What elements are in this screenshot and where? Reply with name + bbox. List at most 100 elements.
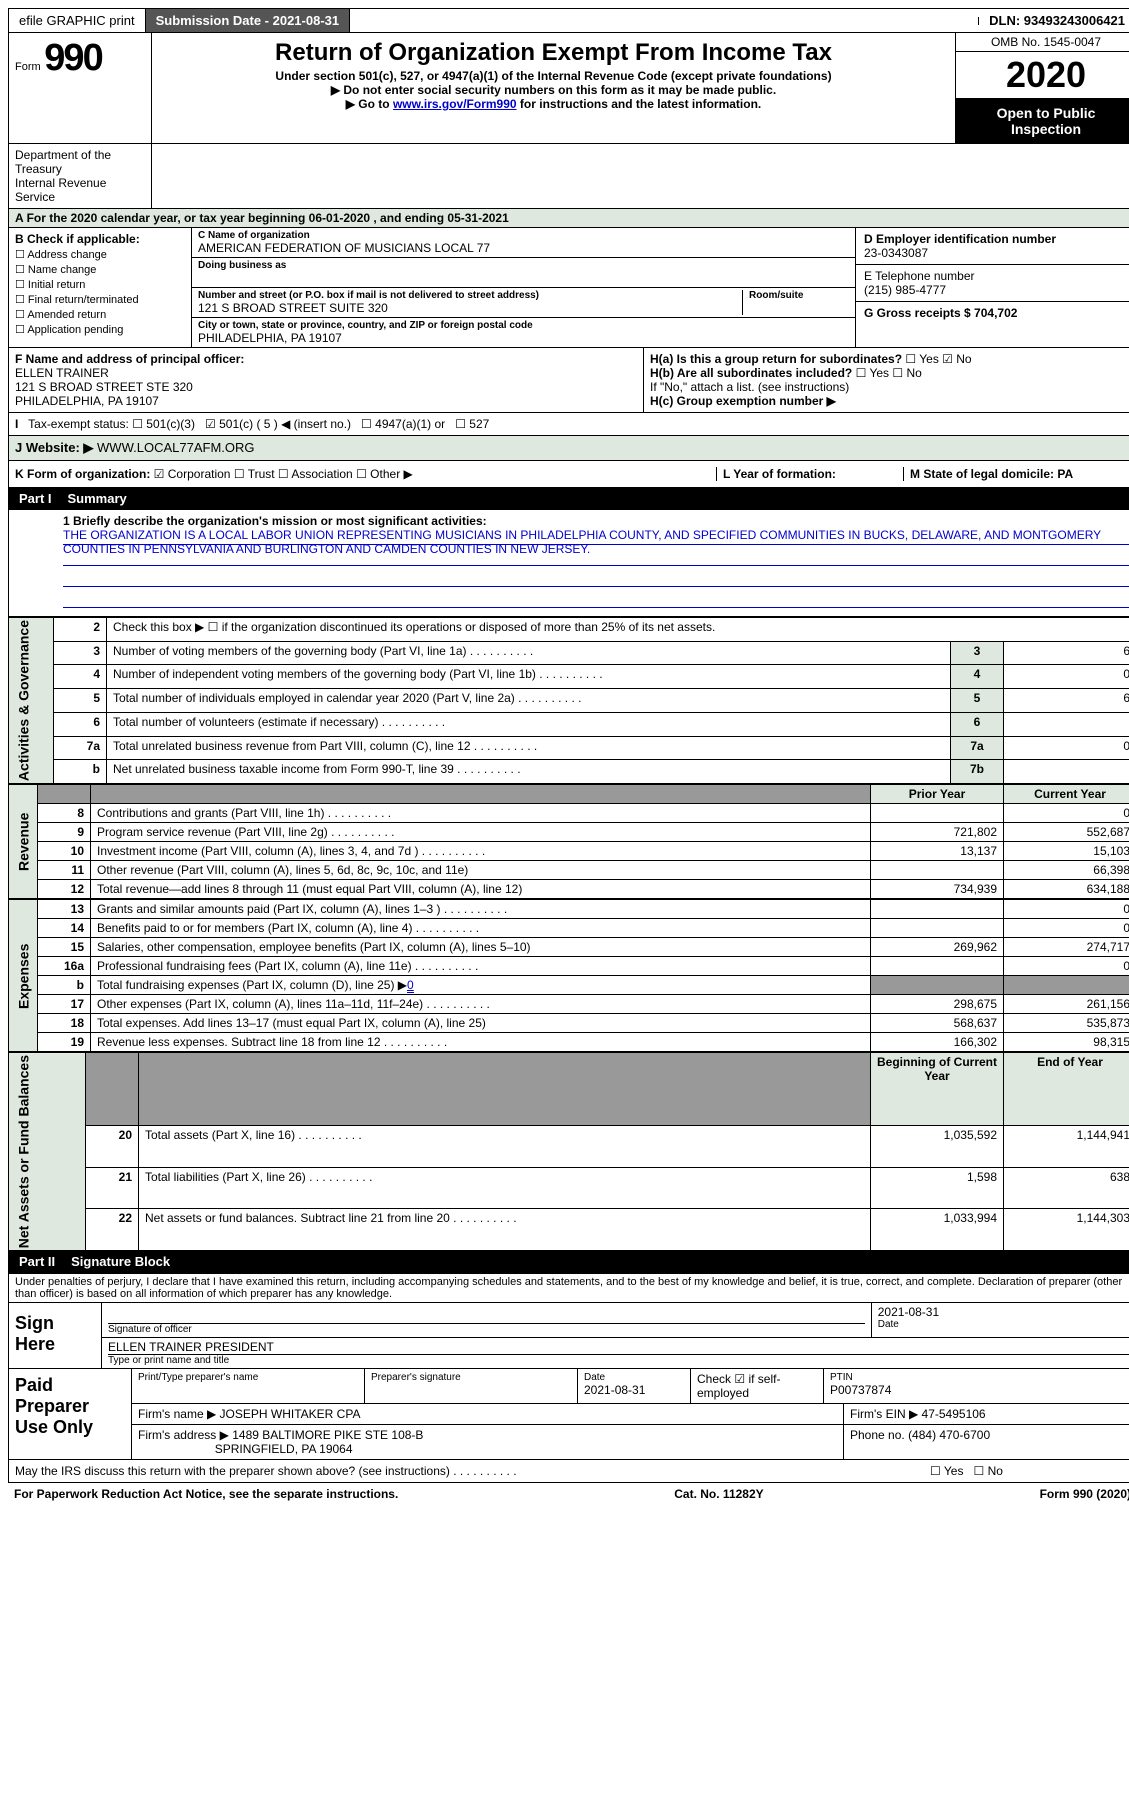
na-side: Net Assets or Fund Balances — [9, 1053, 86, 1251]
ha-no[interactable]: No — [942, 352, 971, 366]
chk-addr[interactable]: Address change — [15, 248, 185, 261]
exp-r19: Revenue less expenses. Subtract line 18 … — [91, 1033, 871, 1052]
m-box: M State of legal domicile: PA — [903, 467, 1129, 481]
chk-pending[interactable]: Application pending — [15, 323, 185, 336]
gov-v5: 6 — [1004, 689, 1129, 713]
rev-p11 — [871, 861, 1004, 880]
rev-r9: Program service revenue (Part VIII, line… — [91, 823, 871, 842]
end-hdr: End of Year — [1004, 1053, 1129, 1126]
chk-initial[interactable]: Initial return — [15, 278, 185, 291]
footer: For Paperwork Reduction Act Notice, see … — [8, 1483, 1129, 1505]
hb: H(b) Are all subordinates included? — [650, 366, 852, 380]
k-trust[interactable]: Trust — [234, 467, 275, 481]
part1-title: Summary — [68, 491, 127, 506]
officer-addr2: PHILADELPHIA, PA 19107 — [15, 394, 159, 408]
hc: H(c) Group exemption number ▶ — [650, 394, 836, 408]
exp-p13 — [871, 900, 1004, 919]
gov-r3: Number of voting members of the governin… — [107, 641, 951, 665]
rev-c9: 552,687 — [1004, 823, 1129, 842]
col-d: D Employer identification number 23-0343… — [856, 228, 1129, 347]
tax-status-row: I Tax-exempt status: 501(c)(3) 501(c) ( … — [8, 413, 1129, 436]
rev-r12: Total revenue—add lines 8 through 11 (mu… — [91, 880, 871, 899]
gov-r4: Number of independent voting members of … — [107, 665, 951, 689]
paid-title: Paid Preparer Use Only — [9, 1369, 132, 1459]
ts-501c3[interactable]: 501(c)(3) — [132, 417, 195, 431]
prior-hdr: Prior Year — [871, 785, 1004, 804]
f-label: F Name and address of principal officer: — [15, 352, 244, 366]
mission-box: 1 Briefly describe the organization's mi… — [8, 510, 1129, 617]
sig-date-cell: 2021-08-31 Date — [872, 1303, 1129, 1337]
exp-c17: 261,156 — [1004, 995, 1129, 1014]
dba-label: Doing business as — [198, 260, 849, 271]
mission-line4 — [63, 591, 1129, 608]
website: WWW.LOCAL77AFM.ORG — [97, 440, 254, 456]
chk-name[interactable]: Name change — [15, 263, 185, 276]
gov-v4: 0 — [1004, 665, 1129, 689]
ha-yes[interactable]: Yes — [905, 352, 938, 366]
m-state: M State of legal domicile: PA — [910, 467, 1073, 481]
k-other[interactable]: Other ▶ — [356, 467, 413, 481]
rev-p8 — [871, 804, 1004, 823]
k-corp[interactable]: Corporation — [154, 467, 231, 481]
ts-4947[interactable]: 4947(a)(1) or — [361, 417, 445, 431]
exp-c13: 0 — [1004, 900, 1129, 919]
exp-c18: 535,873 — [1004, 1014, 1129, 1033]
sig-date-val: 2021-08-31 — [878, 1305, 1129, 1319]
firm-phone: Phone no. (484) 470-6700 — [844, 1425, 1129, 1459]
gov-r7b: Net unrelated business taxable income fr… — [107, 760, 951, 784]
subtitle: Under section 501(c), 527, or 4947(a)(1)… — [162, 69, 945, 83]
gov-r2: Check this box ▶ ☐ if the organization d… — [107, 618, 1129, 642]
exp-p19: 166,302 — [871, 1033, 1004, 1052]
current-hdr: Current Year — [1004, 785, 1129, 804]
ts-501c[interactable]: 501(c) ( 5 ) ◀ (insert no.) — [205, 417, 351, 431]
sig-officer-label: Signature of officer — [108, 1324, 865, 1335]
rev-p12: 734,939 — [871, 880, 1004, 899]
form-title: Return of Organization Exempt From Incom… — [162, 39, 945, 67]
exp-p14 — [871, 919, 1004, 938]
row-k: K Form of organization: Corporation Trus… — [8, 461, 1129, 488]
expenses-table: Expenses 13Grants and similar amounts pa… — [8, 899, 1129, 1052]
exp-side: Expenses — [9, 900, 38, 1052]
exp-r14: Benefits paid to or for members (Part IX… — [91, 919, 871, 938]
b-title: B Check if applicable: — [15, 232, 140, 246]
chk-amended[interactable]: Amended return — [15, 308, 185, 321]
city: PHILADELPHIA, PA 19107 — [198, 331, 849, 345]
exp-r16b: Total fundraising expenses (Part IX, col… — [91, 976, 871, 995]
rev-p9: 721,802 — [871, 823, 1004, 842]
rev-p10: 13,137 — [871, 842, 1004, 861]
sig-date-label: Date — [878, 1319, 1129, 1330]
section-fgh: F Name and address of principal officer:… — [8, 348, 1129, 413]
chk-final[interactable]: Final return/terminated — [15, 293, 185, 306]
line-a-text: For the 2020 calendar year, or tax year … — [27, 211, 509, 225]
hb-no[interactable]: No — [892, 366, 921, 380]
ts-label: Tax-exempt status: — [28, 417, 129, 431]
efile-label: efile GRAPHIC print — [9, 9, 146, 32]
note2-pre: Go to — [358, 97, 393, 111]
discuss-q: May the IRS discuss this return with the… — [15, 1464, 930, 1478]
na-c21: 638 — [1004, 1167, 1129, 1209]
ts-527[interactable]: 527 — [455, 417, 489, 431]
top-bar: efile GRAPHIC print Submission Date - 20… — [8, 8, 1129, 33]
gov-v7a: 0 — [1004, 736, 1129, 760]
website-label: Website: ▶ — [26, 440, 94, 456]
note2: Go to www.irs.gov/Form990 for instructio… — [162, 97, 945, 111]
irs-link[interactable]: www.irs.gov/Form990 — [393, 97, 517, 111]
city-label: City or town, state or province, country… — [198, 320, 849, 331]
firm-name: Firm's name ▶ JOSEPH WHITAKER CPA — [132, 1404, 844, 1424]
k-assoc[interactable]: Association — [278, 467, 353, 481]
hb-yes[interactable]: Yes — [856, 366, 889, 380]
mission-label: 1 Briefly describe the organization's mi… — [63, 514, 487, 528]
dba-val — [198, 271, 849, 285]
col-b: B Check if applicable: Address change Na… — [9, 228, 192, 347]
penalty-text: Under penalties of perjury, I declare th… — [9, 1274, 1129, 1303]
name-label: C Name of organization — [198, 230, 849, 241]
j-label: J — [15, 440, 22, 456]
dept-center — [152, 144, 1129, 208]
prep-ptin: PTINP00737874 — [824, 1369, 1129, 1403]
discuss-no[interactable]: No — [973, 1464, 1002, 1478]
na-p21: 1,598 — [871, 1167, 1004, 1209]
part2-num: Part II — [19, 1254, 55, 1269]
submission-date: Submission Date - 2021-08-31 — [146, 9, 351, 32]
part1-header: Part I Summary — [8, 488, 1129, 510]
discuss-yes[interactable]: Yes — [930, 1464, 963, 1478]
